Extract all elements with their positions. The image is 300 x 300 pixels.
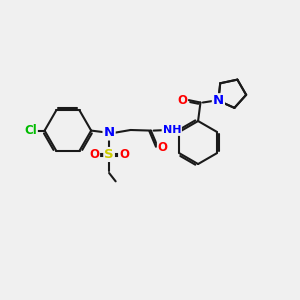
Text: Cl: Cl: [24, 124, 37, 137]
Text: S: S: [104, 148, 114, 161]
Text: N: N: [213, 94, 224, 107]
Text: O: O: [158, 141, 168, 154]
Text: O: O: [89, 148, 99, 161]
Text: O: O: [177, 94, 187, 106]
Text: N: N: [103, 127, 115, 140]
Text: NH: NH: [163, 125, 181, 135]
Text: O: O: [119, 148, 129, 161]
